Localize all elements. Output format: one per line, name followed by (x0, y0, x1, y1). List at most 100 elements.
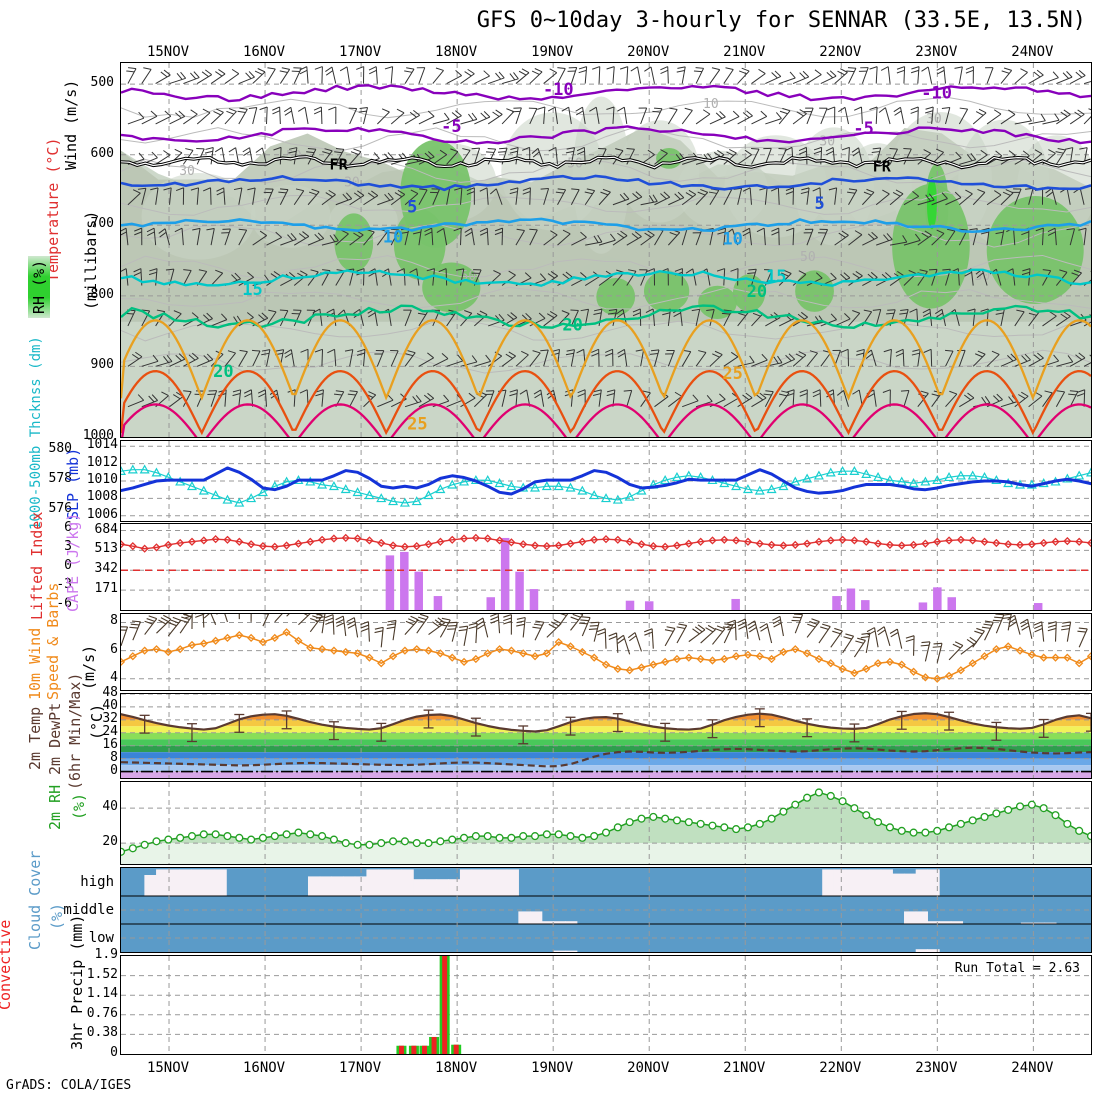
ytick-slp-1014: 1014 (86, 437, 118, 453)
ytick-temp2m-48: 48 (102, 685, 118, 700)
ytick-rh2m-20: 20 (102, 834, 118, 850)
date-label-24nov-bottom: 24NOV (1011, 1060, 1054, 1076)
svg-text:FR: FR (330, 156, 349, 174)
svg-text:5: 5 (407, 198, 417, 218)
svg-text:25: 25 (722, 364, 742, 384)
date-label-15nov-top: 15NOV (146, 44, 190, 60)
svg-text:10: 10 (722, 229, 742, 249)
svg-text:30: 30 (926, 112, 942, 127)
run-total-label: Run Total = 2.63 (954, 961, 1080, 976)
date-label-19nov-top: 19NOV (531, 44, 574, 60)
date-label-17nov-top: 17NOV (339, 44, 382, 60)
date-label-20nov-top: 20NOV (627, 44, 670, 60)
axis-label-cloud-unit: (%) (48, 902, 66, 930)
ytick-wind-6: 6 (110, 641, 118, 657)
svg-text:25: 25 (407, 415, 427, 435)
upper-air-panel: 30 50 30 50 30 10 30 50 50 30 -10 -10 -5 -5 FR FR 5 5 10 10… (120, 62, 1092, 438)
ytick-temp2m-16: 16 (102, 736, 118, 752)
axis-label-temp2m: 2m Temp (26, 706, 44, 770)
ytick-temp2m-40: 40 (102, 697, 118, 713)
axis-label-cape: CAPE (J/kg) (64, 512, 82, 612)
ytick-wind-8: 8 (110, 613, 118, 629)
ytick-precip-0_76: 0.76 (86, 1005, 118, 1021)
ytick-lifted-index-0: 0 (64, 558, 72, 573)
date-label-22nov-bottom: 22NOV (819, 1060, 862, 1076)
precip-panel (120, 955, 1092, 1055)
ytick-cape-171: 171 (94, 581, 118, 597)
ytick-cape-342: 342 (94, 561, 118, 577)
cloud-row-label-low: low (88, 930, 114, 947)
ytick-slp-1010: 1010 (86, 472, 118, 487)
svg-text:15: 15 (242, 280, 262, 300)
axis-label-temp-unit: (°C) (88, 703, 106, 740)
axis-label-rh2m: 2m RH (46, 784, 64, 830)
wind10m-panel (120, 613, 1092, 691)
ytick-precip-0_38: 0.38 (86, 1025, 118, 1041)
svg-text:5: 5 (815, 194, 825, 214)
date-label-18nov-top: 18NOV (435, 44, 478, 60)
ytick-thickness-576: 576 (48, 501, 72, 517)
ytick-wind-4: 4 (110, 669, 118, 685)
ytick-temp2m-8: 8 (110, 749, 118, 765)
date-label-21nov-top: 21NOV (723, 44, 766, 60)
date-label-23nov-bottom: 23NOV (915, 1060, 958, 1076)
ytick-precip-1_14: 1.14 (86, 986, 118, 1002)
ytick-cape-513: 513 (94, 541, 118, 557)
axis-label-upper-wind: Wind (m/s) (62, 79, 80, 170)
axis-label-cloud-cover: Cloud Cover (26, 850, 44, 950)
ytick-slp-1008: 1008 (86, 489, 118, 505)
svg-text:-5: -5 (441, 117, 461, 137)
svg-text:10: 10 (383, 228, 403, 248)
ytick-thickness-578: 578 (48, 471, 72, 487)
axis-label-precip-convective: Convective (0, 919, 14, 1010)
date-label-18nov-bottom: 18NOV (435, 1060, 478, 1076)
axis-label-upper-rh: RH (%) (28, 255, 50, 318)
svg-text:15: 15 (766, 267, 786, 287)
ytick-pressure-800: 800 (90, 286, 114, 302)
ytick-pressure-500: 500 (90, 75, 114, 91)
svg-text:30: 30 (179, 164, 195, 179)
credit-label: GrADS: COLA/IGES (6, 1078, 132, 1093)
axis-label-wind10m: 10m Wind (26, 627, 44, 700)
svg-text:10: 10 (703, 97, 719, 112)
svg-text:50: 50 (800, 250, 816, 265)
svg-text:-5: -5 (853, 119, 873, 139)
temp2m-panel (120, 693, 1092, 779)
date-label-15nov-bottom: 15NOV (146, 1060, 190, 1076)
cloud-row-label-high: high (80, 874, 114, 891)
date-label-23nov-top: 23NOV (915, 44, 958, 60)
date-label-22nov-top: 22NOV (819, 44, 862, 60)
ytick-pressure-600: 600 (90, 145, 114, 161)
ytick-pressure-900: 900 (90, 357, 114, 373)
ytick-lifted-index-6: 6 (64, 520, 72, 536)
ytick-temp2m-0: 0 (110, 762, 118, 778)
ytick-slp-1012: 1012 (86, 454, 118, 470)
svg-text:-10: -10 (543, 80, 574, 100)
ytick-precip-0: 0 (110, 1045, 118, 1060)
svg-text:20: 20 (213, 362, 233, 382)
svg-text:20: 20 (747, 282, 767, 302)
axis-label-slp: SLP (mb) (64, 447, 82, 520)
ytick-temp2m-32: 32 (102, 710, 118, 726)
ytick-precip-1_52: 1.52 (86, 966, 118, 982)
date-label-24nov-top: 24NOV (1011, 44, 1054, 60)
ytick-pressure-700: 700 (90, 216, 114, 232)
cloud-cover-panel (120, 867, 1092, 953)
ytick-cape-684: 684 (94, 521, 118, 537)
date-label-16nov-bottom: 16NOV (242, 1060, 286, 1076)
slp-thickness-panel (120, 440, 1092, 522)
rh2m-panel (120, 781, 1092, 865)
date-label-20nov-bottom: 20NOV (627, 1060, 670, 1076)
axis-label-rh2m-unit: (%) (70, 792, 88, 820)
ytick-rh2m-40: 40 (102, 799, 118, 815)
date-label-17nov-bottom: 17NOV (339, 1060, 382, 1076)
date-label-21nov-bottom: 21NOV (723, 1060, 766, 1076)
svg-text:-10: -10 (921, 84, 952, 104)
ytick-lifted-index--3: -3 (56, 576, 72, 592)
date-label-19nov-bottom: 19NOV (531, 1060, 574, 1076)
ytick-lifted-index--6: -6 (56, 595, 72, 611)
ytick-pressure-1000: 1000 (82, 428, 114, 443)
axis-label-millibars: (millibars) (82, 210, 100, 310)
axis-label-dewpt2m: 2m DewPt (46, 702, 64, 775)
